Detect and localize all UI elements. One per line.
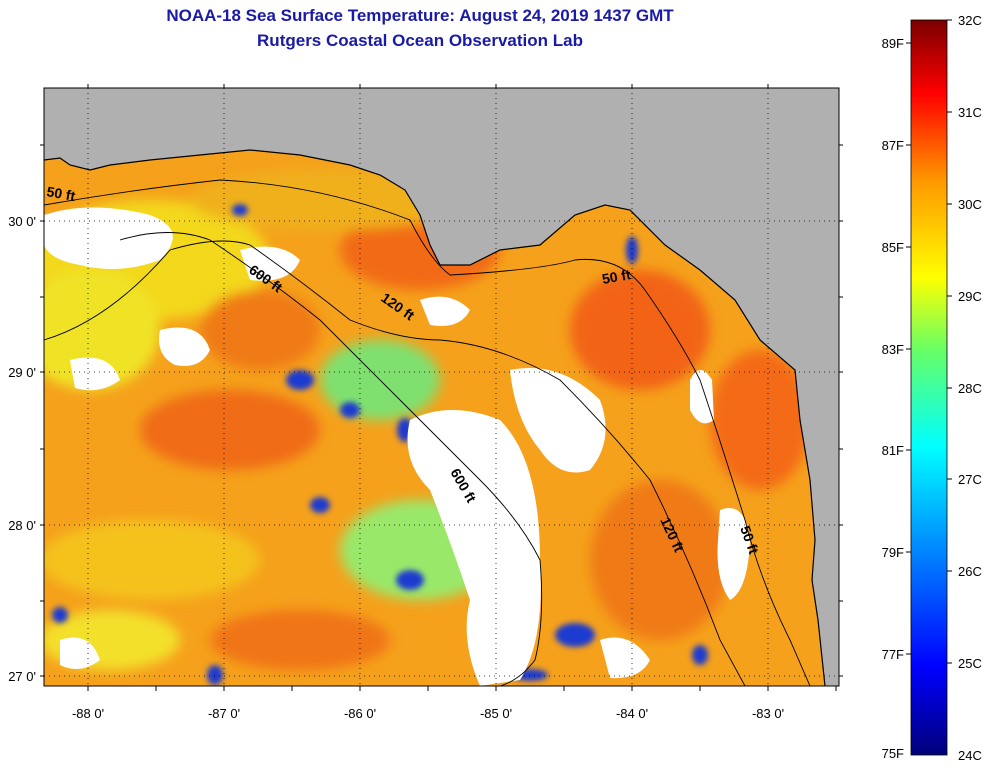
colorbar-c-label: 32C	[958, 13, 982, 28]
lat-label: 28 0'	[8, 518, 36, 533]
coastline	[44, 149, 826, 686]
lon-label: -87 0'	[208, 706, 240, 721]
land-peninsula	[812, 540, 839, 686]
colorbar-c-label: 26C	[958, 564, 982, 579]
lon-label: -86 0'	[344, 706, 376, 721]
colorbar-f-label: 81F	[882, 443, 904, 458]
colorbar-c-label: 29C	[958, 289, 982, 304]
contour-label-50ft-west: 50 ft	[45, 183, 76, 204]
colorbar-f-label: 89F	[882, 36, 904, 51]
colorbar-f-label: 75F	[882, 746, 904, 761]
colorbar-ticks	[906, 19, 952, 664]
colorbar-c-label: 31C	[958, 105, 982, 120]
colorbar-f-label: 77F	[882, 647, 904, 662]
colorbar-c-label: 25C	[958, 656, 982, 671]
map-frame	[43, 87, 840, 687]
lon-label: -85 0'	[480, 706, 512, 721]
colorbar-f-label: 83F	[882, 342, 904, 357]
colorbar-c-label: 30C	[958, 197, 982, 212]
colorbar-c-label: 24C	[958, 748, 982, 763]
colorbar-c-label: 28C	[958, 381, 982, 396]
lat-label: 30 0'	[8, 214, 36, 229]
colorbar-c-label: 27C	[958, 472, 982, 487]
cloud-mask	[44, 207, 750, 686]
lon-label: -83 0'	[752, 706, 784, 721]
lon-label: -84 0'	[616, 706, 648, 721]
colorbar-f-label: 87F	[882, 138, 904, 153]
land-mass	[44, 88, 839, 555]
map-subtitle: Rutgers Coastal Ocean Observation Lab	[257, 31, 583, 50]
lat-label: 27 0'	[8, 669, 36, 684]
bathymetry-contours	[44, 179, 811, 686]
lat-label: 29 0'	[8, 365, 36, 380]
colorbar	[910, 19, 948, 756]
colorbar-f-label: 79F	[882, 545, 904, 560]
lon-label: -88 0'	[72, 706, 104, 721]
colorbar-f-label: 85F	[882, 240, 904, 255]
map-ticks	[40, 84, 843, 691]
map-title: NOAA-18 Sea Surface Temperature: August …	[166, 6, 674, 25]
contour-label-50ft-east: 50 ft	[601, 266, 632, 287]
